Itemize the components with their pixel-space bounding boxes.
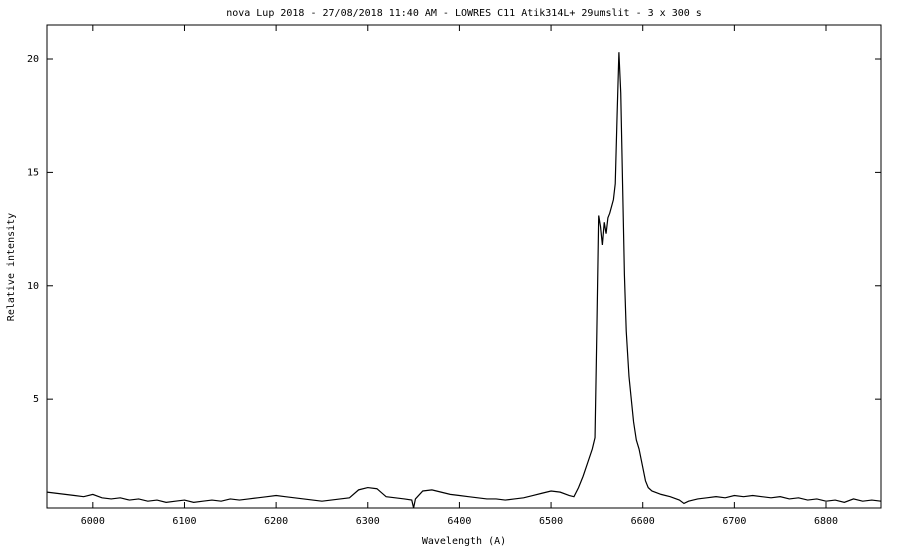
x-tick-label: 6800 <box>814 516 838 527</box>
y-tick-label: 5 <box>33 394 39 405</box>
x-tick-label: 6700 <box>722 516 746 527</box>
y-axis-label: Relative intensity <box>6 213 17 321</box>
x-tick-label: 6600 <box>631 516 655 527</box>
spectrum-line <box>46 52 882 509</box>
x-tick-label: 6500 <box>539 516 563 527</box>
x-tick-label: 6300 <box>356 516 380 527</box>
y-tick-label: 10 <box>27 281 39 292</box>
x-tick-label: 6400 <box>447 516 471 527</box>
y-tick-label: 20 <box>27 54 39 65</box>
x-axis-label: Wavelength (A) <box>422 536 506 547</box>
x-tick-label: 6100 <box>172 516 196 527</box>
x-tick-label: 6200 <box>264 516 288 527</box>
chart-title: nova Lup 2018 - 27/08/2018 11:40 AM - LO… <box>226 8 702 19</box>
x-tick-label: 6000 <box>81 516 105 527</box>
y-tick-label: 15 <box>27 167 39 178</box>
plot-frame <box>46 24 882 509</box>
